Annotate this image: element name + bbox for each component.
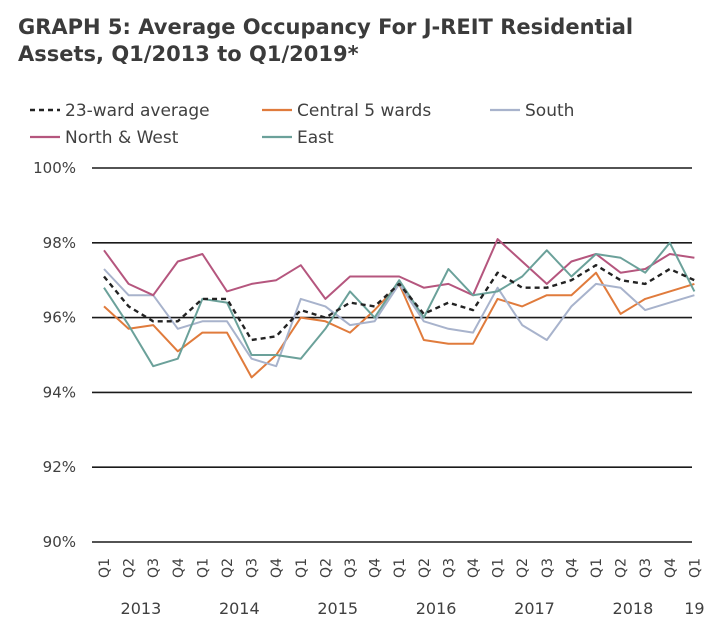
legend-entry: Central 5 wards: [297, 101, 431, 121]
legend-entry: 23-ward average: [65, 101, 210, 121]
year-label: 2015: [317, 599, 358, 618]
gridlines: [92, 167, 692, 543]
legend-entry: North & West: [65, 128, 179, 148]
year-label: 19: [684, 599, 704, 618]
y-tick-label: 100%: [33, 159, 76, 177]
x-tick-label: Q1: [392, 558, 408, 578]
y-tick-label: 94%: [43, 383, 76, 401]
x-tick-label: Q4: [368, 558, 384, 578]
x-tick-label: Q3: [343, 558, 359, 578]
x-tick-label: Q2: [417, 558, 433, 578]
year-label: 2017: [514, 599, 555, 618]
x-tick-label: Q4: [269, 558, 285, 578]
x-tick-label: Q3: [441, 558, 457, 578]
x-tick-label: Q1: [294, 558, 310, 578]
legend-entry: South: [525, 101, 574, 121]
x-tick-label: Q3: [245, 558, 261, 578]
x-tick-label: Q2: [515, 558, 531, 578]
x-tick-label: Q1: [589, 558, 605, 578]
year-label: 2014: [219, 599, 260, 618]
x-tick-label: Q3: [540, 558, 556, 578]
x-tick-label: Q3: [638, 558, 654, 578]
y-tick-label: 92%: [43, 458, 76, 476]
chart-title: GRAPH 5: Average Occupancy For J-REIT Re…: [18, 15, 634, 66]
x-tick-label: Q1: [491, 558, 507, 578]
legend-entry: East: [297, 128, 334, 148]
year-labels: 2013 2014 2015 2016 2017 2018 19: [121, 599, 705, 618]
x-tick-label: Q2: [122, 558, 138, 578]
x-tick-label: Q1: [687, 558, 703, 578]
legend: 23-ward average Central 5 wards South North…: [30, 101, 574, 148]
series-line: [103, 264, 695, 342]
x-tick-label: Q2: [318, 558, 334, 578]
y-axis-ticks: 90% 92% 94% 96% 98% 100%: [33, 159, 76, 551]
series-line: [103, 241, 696, 368]
x-tick-label: Q4: [663, 558, 679, 578]
x-tick-label: Q4: [564, 558, 580, 578]
x-tick-label: Q3: [146, 558, 162, 578]
x-tick-label: Q2: [220, 558, 236, 578]
x-axis-ticks: Q1 Q2 Q3 Q4 Q1 Q2 Q3 Q4 Q1 Q2 Q3 Q4 Q1 Q2 Q3 Q4 Q1 Q2 Q3 Q4…: [97, 558, 703, 578]
year-label: 2018: [613, 599, 654, 618]
x-tick-label: Q4: [466, 558, 482, 578]
y-tick-label: 96%: [43, 309, 76, 327]
year-label: 2013: [121, 599, 162, 618]
x-tick-label: Q2: [614, 558, 630, 578]
x-tick-label: Q1: [195, 558, 211, 578]
x-tick-label: Q1: [97, 558, 113, 578]
x-tick-label: Q4: [171, 558, 187, 578]
year-label: 2016: [416, 599, 457, 618]
y-tick-label: 90%: [43, 533, 76, 551]
series-lines: [103, 238, 696, 379]
y-tick-label: 98%: [43, 234, 76, 252]
